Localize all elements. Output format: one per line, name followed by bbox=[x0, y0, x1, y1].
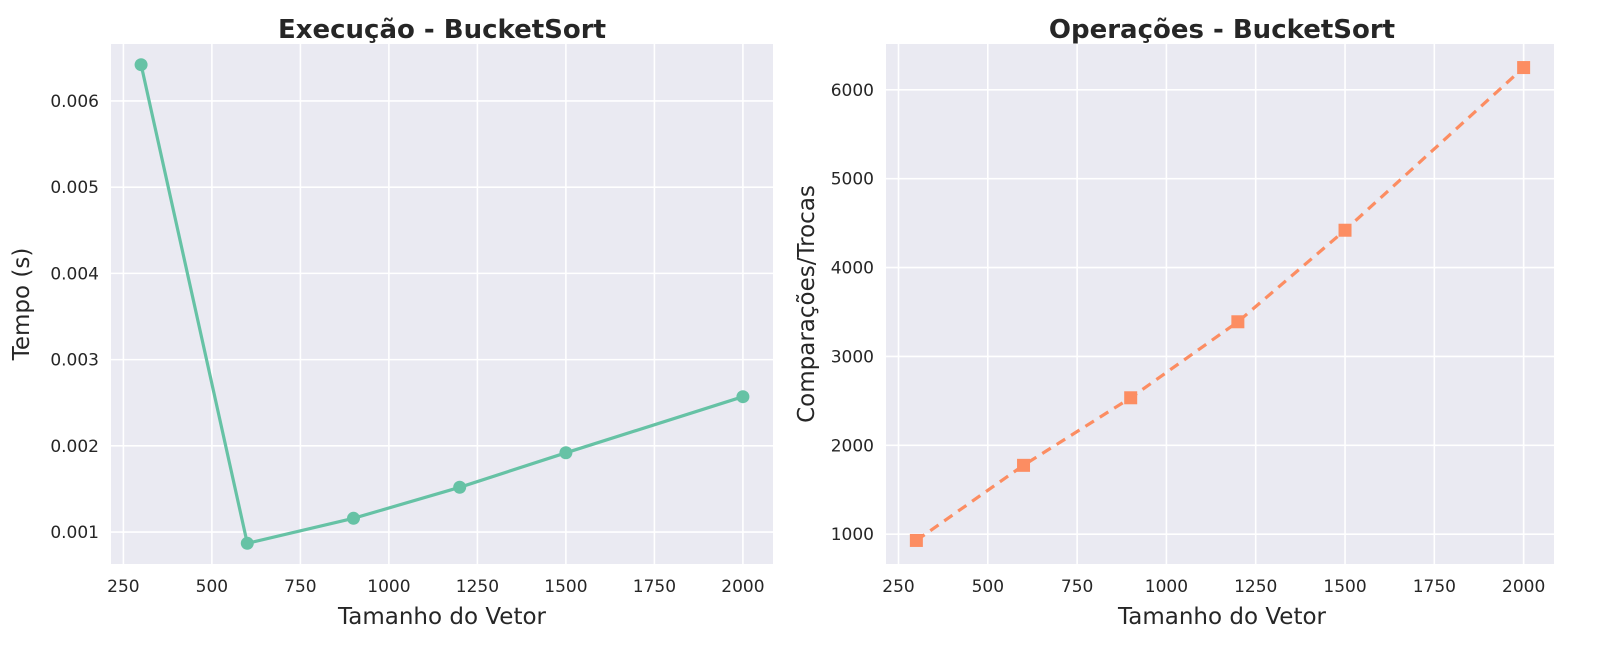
series-layer bbox=[909, 61, 1531, 547]
operations-chart: 250 500 750 1000 1250 1500 1750 2000 1000 2000 30… bbox=[794, 15, 1554, 630]
data-point bbox=[134, 58, 148, 72]
x-tick-label: 1250 bbox=[456, 577, 499, 597]
x-tick-label: 750 bbox=[1061, 577, 1093, 597]
x-axis-label: Tamanho do Vetor bbox=[337, 604, 547, 630]
y-tick-labels: 0.001 0.002 0.003 0.004 0.005 0.006 bbox=[50, 92, 99, 543]
y-tick-label: 2000 bbox=[831, 436, 874, 456]
x-tick-label: 2000 bbox=[721, 577, 764, 597]
x-tick-label: 1000 bbox=[367, 577, 410, 597]
plot-area bbox=[886, 44, 1554, 564]
series-line bbox=[139, 63, 745, 545]
x-tick-label: 1250 bbox=[1234, 577, 1277, 597]
y-tick-label: 1000 bbox=[831, 525, 874, 545]
series-layer bbox=[134, 58, 750, 550]
y-axis-label: Comparações/Trocas bbox=[794, 185, 820, 423]
x-tick-label: 500 bbox=[196, 577, 228, 597]
y-tick-label: 5000 bbox=[831, 170, 874, 190]
y-tick-label: 4000 bbox=[831, 259, 874, 279]
plot-area bbox=[111, 44, 773, 564]
data-point bbox=[453, 480, 467, 494]
data-point bbox=[240, 536, 254, 550]
x-axis-label: Tamanho do Vetor bbox=[1117, 604, 1327, 630]
y-tick-label: 0.001 bbox=[50, 523, 99, 543]
chart-title: Execução - BucketSort bbox=[278, 15, 606, 45]
data-point bbox=[346, 511, 360, 525]
x-tick-label: 1000 bbox=[1145, 577, 1188, 597]
y-tick-label: 0.006 bbox=[50, 92, 99, 112]
x-tick-label: 1500 bbox=[1323, 577, 1366, 597]
y-tick-label: 0.005 bbox=[50, 178, 99, 198]
y-tick-label: 0.004 bbox=[50, 264, 99, 284]
x-tick-labels: 250 500 750 1000 1250 1500 1750 2000 bbox=[882, 577, 1545, 597]
data-point bbox=[736, 390, 750, 404]
grid bbox=[886, 44, 1554, 564]
data-point bbox=[1517, 61, 1531, 75]
data-point bbox=[1231, 315, 1245, 329]
chart-title: Operações - BucketSort bbox=[1049, 15, 1395, 45]
data-point bbox=[1338, 223, 1352, 237]
data-point bbox=[559, 446, 573, 460]
y-tick-labels: 1000 2000 3000 4000 5000 6000 bbox=[831, 81, 874, 545]
x-tick-label: 1500 bbox=[544, 577, 587, 597]
y-tick-label: 0.003 bbox=[50, 351, 99, 371]
x-tick-label: 750 bbox=[284, 577, 316, 597]
x-tick-label: 2000 bbox=[1502, 577, 1545, 597]
x-tick-labels: 250 500 750 1000 1250 1500 1750 2000 bbox=[107, 577, 764, 597]
data-point bbox=[1017, 458, 1031, 472]
data-point bbox=[1124, 391, 1138, 405]
execution-chart: 250 500 750 1000 1250 1500 1750 2000 0.001 0.002… bbox=[9, 15, 773, 630]
x-tick-label: 500 bbox=[972, 577, 1004, 597]
y-tick-label: 0.002 bbox=[50, 437, 99, 457]
grid bbox=[111, 44, 773, 564]
y-tick-label: 3000 bbox=[831, 347, 874, 367]
x-tick-label: 1750 bbox=[1413, 577, 1456, 597]
x-tick-label: 1750 bbox=[633, 577, 676, 597]
x-tick-label: 250 bbox=[107, 577, 139, 597]
y-tick-label: 6000 bbox=[831, 81, 874, 101]
x-tick-label: 250 bbox=[882, 577, 914, 597]
series-line bbox=[915, 66, 1525, 542]
data-point bbox=[909, 533, 923, 547]
y-axis-label: Tempo (s) bbox=[9, 248, 35, 362]
